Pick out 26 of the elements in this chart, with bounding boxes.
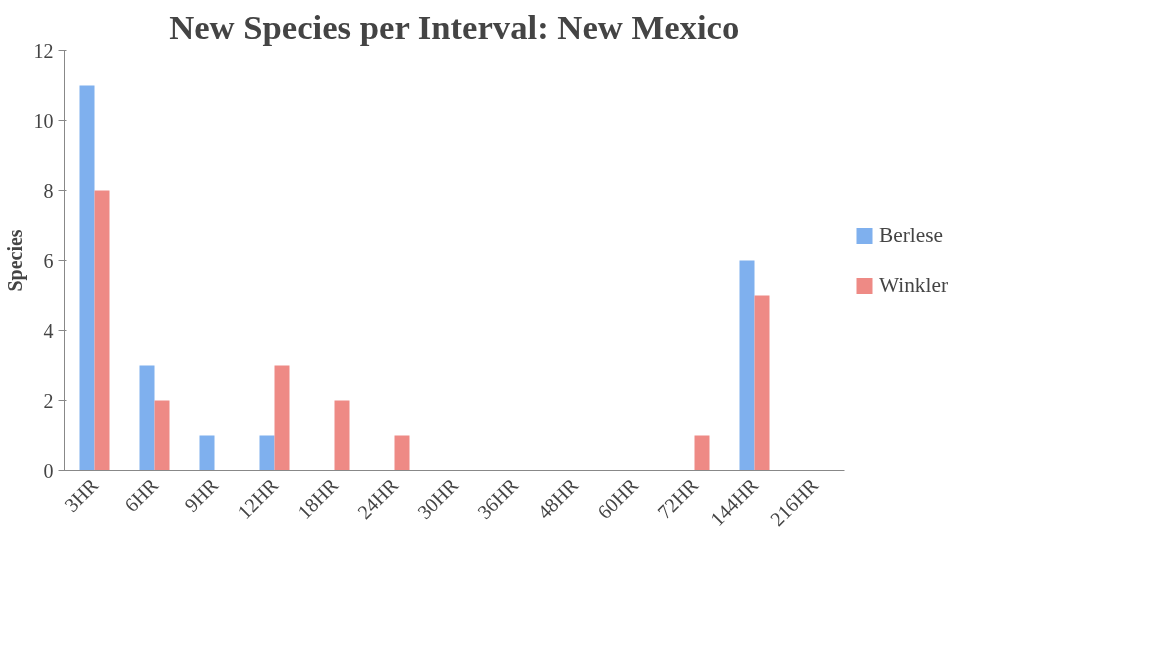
x-tick-label: 3HR — [60, 473, 103, 516]
legend-label: Winkler — [879, 272, 949, 298]
bar — [94, 190, 110, 471]
bar — [274, 365, 290, 471]
y-tick-label: 4 — [43, 319, 54, 342]
bar — [334, 400, 350, 471]
bar — [154, 400, 170, 471]
y-axis-title: Species — [3, 229, 27, 292]
y-tick-label: 8 — [43, 179, 54, 202]
bar — [694, 435, 710, 471]
bar — [739, 260, 755, 471]
bar — [139, 365, 155, 471]
y-tick-label: 0 — [43, 459, 54, 482]
y-tick-label: 10 — [33, 109, 54, 132]
y-tick-label: 12 — [33, 39, 54, 62]
x-tick-label: 9HR — [180, 473, 223, 516]
bar — [199, 435, 215, 471]
legend-label: Berlese — [879, 222, 943, 248]
y-tick-label: 2 — [43, 389, 54, 412]
bar — [394, 435, 410, 471]
bar — [754, 295, 770, 471]
y-tick-label: 6 — [43, 249, 54, 272]
bar — [259, 435, 275, 471]
chart-title: New Species per Interval: New Mexico — [169, 7, 740, 46]
x-tick-label: 6HR — [120, 473, 163, 516]
bar — [79, 85, 95, 471]
